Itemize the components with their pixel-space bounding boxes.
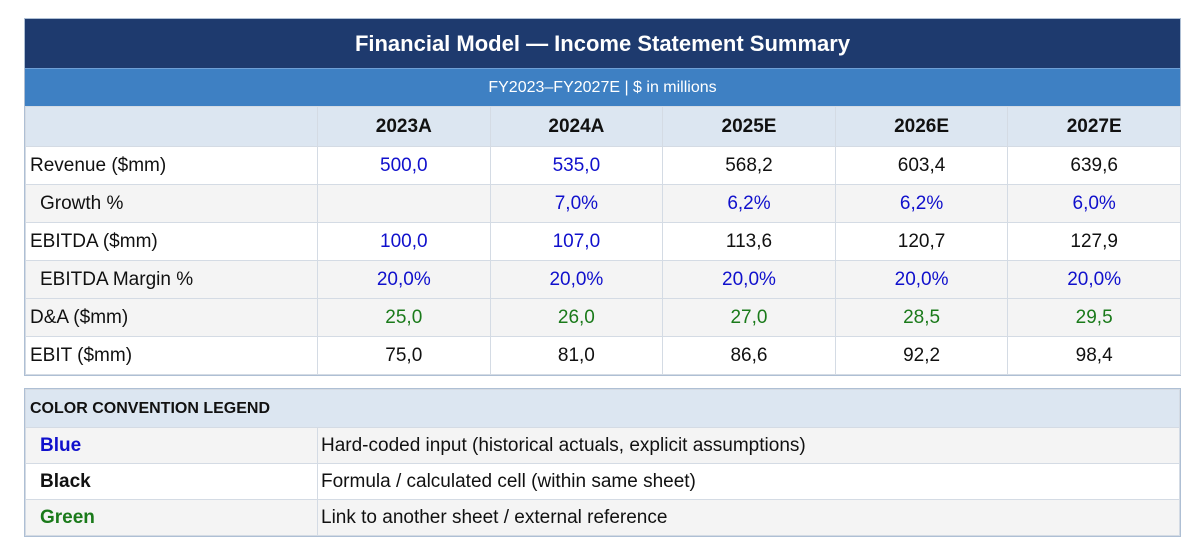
legend-key-black: Black bbox=[25, 463, 318, 500]
cell-input[interactable]: 20,0% bbox=[1007, 260, 1181, 299]
cell-link[interactable]: 26,0 bbox=[489, 298, 664, 337]
cell-link[interactable]: 25,0 bbox=[317, 298, 491, 337]
legend-desc: Link to another sheet / external referen… bbox=[317, 499, 1180, 536]
page-subtitle: FY2023–FY2027E | $ in millions bbox=[25, 68, 1180, 106]
row-ebit: EBIT ($mm) 75,0 81,0 86,6 92,2 98,4 bbox=[25, 336, 1181, 375]
cell-input[interactable]: 6,0% bbox=[1007, 184, 1181, 223]
cell-formula[interactable]: 75,0 bbox=[317, 336, 491, 375]
row-label: EBITDA ($mm) bbox=[25, 222, 318, 261]
cell-link[interactable]: 28,5 bbox=[834, 298, 1009, 337]
row-label: D&A ($mm) bbox=[25, 298, 318, 337]
legend-row-blue: Blue Hard-coded input (historical actual… bbox=[25, 427, 1180, 464]
legend-row-green: Green Link to another sheet / external r… bbox=[25, 499, 1180, 536]
cell-formula[interactable]: 86,6 bbox=[662, 336, 836, 375]
column-header-2025e[interactable]: 2025E bbox=[662, 106, 836, 147]
legend-title: COLOR CONVENTION LEGEND bbox=[25, 389, 1180, 428]
page-title: Financial Model — Income Statement Summa… bbox=[25, 19, 1180, 68]
row-ebitda-margin: EBITDA Margin % 20,0% 20,0% 20,0% 20,0% … bbox=[25, 260, 1181, 299]
cell-link[interactable]: 29,5 bbox=[1007, 298, 1181, 337]
income-statement-panel: Financial Model — Income Statement Summa… bbox=[24, 18, 1181, 376]
legend-header-row: COLOR CONVENTION LEGEND bbox=[25, 389, 1180, 428]
row-label: EBITDA Margin % bbox=[25, 260, 318, 299]
legend-key-green: Green bbox=[25, 499, 318, 536]
cell-formula[interactable]: 81,0 bbox=[489, 336, 664, 375]
cell-formula[interactable]: 113,6 bbox=[662, 222, 836, 261]
column-header-2023a[interactable]: 2023A bbox=[317, 106, 491, 147]
cell-input[interactable]: 20,0% bbox=[834, 260, 1009, 299]
corner-cell bbox=[25, 106, 318, 147]
header-row: 2023A 2024A 2025E 2026E 2027E bbox=[25, 106, 1181, 147]
row-da: D&A ($mm) 25,0 26,0 27,0 28,5 29,5 bbox=[25, 298, 1181, 337]
cell-input[interactable]: 20,0% bbox=[489, 260, 664, 299]
cell-formula[interactable]: 127,9 bbox=[1007, 222, 1181, 261]
row-label: Revenue ($mm) bbox=[25, 146, 318, 185]
cell-input[interactable]: 6,2% bbox=[834, 184, 1009, 223]
cell-input[interactable]: 100,0 bbox=[317, 222, 491, 261]
cell-formula[interactable]: 98,4 bbox=[1007, 336, 1181, 375]
cell-formula[interactable]: 92,2 bbox=[834, 336, 1009, 375]
column-header-2027e[interactable]: 2027E bbox=[1007, 106, 1181, 147]
column-header-2026e[interactable]: 2026E bbox=[834, 106, 1009, 147]
row-growth: Growth % 7,0% 6,2% 6,2% 6,0% bbox=[25, 184, 1181, 223]
cell-input[interactable]: 20,0% bbox=[317, 260, 491, 299]
cell-formula[interactable]: 120,7 bbox=[834, 222, 1009, 261]
cell-formula[interactable]: 639,6 bbox=[1007, 146, 1181, 185]
legend-key-blue: Blue bbox=[25, 427, 318, 464]
cell-input[interactable]: 535,0 bbox=[489, 146, 664, 185]
cell-input[interactable]: 6,2% bbox=[662, 184, 836, 223]
cell-input[interactable]: 20,0% bbox=[662, 260, 836, 299]
legend-row-black: Black Formula / calculated cell (within … bbox=[25, 463, 1180, 500]
row-label: Growth % bbox=[25, 184, 318, 223]
row-revenue: Revenue ($mm) 500,0 535,0 568,2 603,4 63… bbox=[25, 146, 1181, 185]
cell-formula[interactable]: 603,4 bbox=[834, 146, 1009, 185]
cell-empty[interactable] bbox=[317, 184, 491, 223]
column-header-2024a[interactable]: 2024A bbox=[489, 106, 664, 147]
cell-input[interactable]: 500,0 bbox=[317, 146, 491, 185]
legend-desc: Formula / calculated cell (within same s… bbox=[317, 463, 1180, 500]
cell-formula[interactable]: 568,2 bbox=[662, 146, 836, 185]
row-label: EBIT ($mm) bbox=[25, 336, 318, 375]
cell-input[interactable]: 107,0 bbox=[489, 222, 664, 261]
color-legend-table: COLOR CONVENTION LEGEND Blue Hard-coded … bbox=[25, 389, 1180, 536]
cell-input[interactable]: 7,0% bbox=[489, 184, 664, 223]
income-statement-table: 2023A 2024A 2025E 2026E 2027E Revenue ($… bbox=[25, 106, 1181, 375]
legend-desc: Hard-coded input (historical actuals, ex… bbox=[317, 427, 1180, 464]
color-legend-panel: COLOR CONVENTION LEGEND Blue Hard-coded … bbox=[24, 388, 1181, 537]
cell-link[interactable]: 27,0 bbox=[662, 298, 836, 337]
row-ebitda: EBITDA ($mm) 100,0 107,0 113,6 120,7 127… bbox=[25, 222, 1181, 261]
